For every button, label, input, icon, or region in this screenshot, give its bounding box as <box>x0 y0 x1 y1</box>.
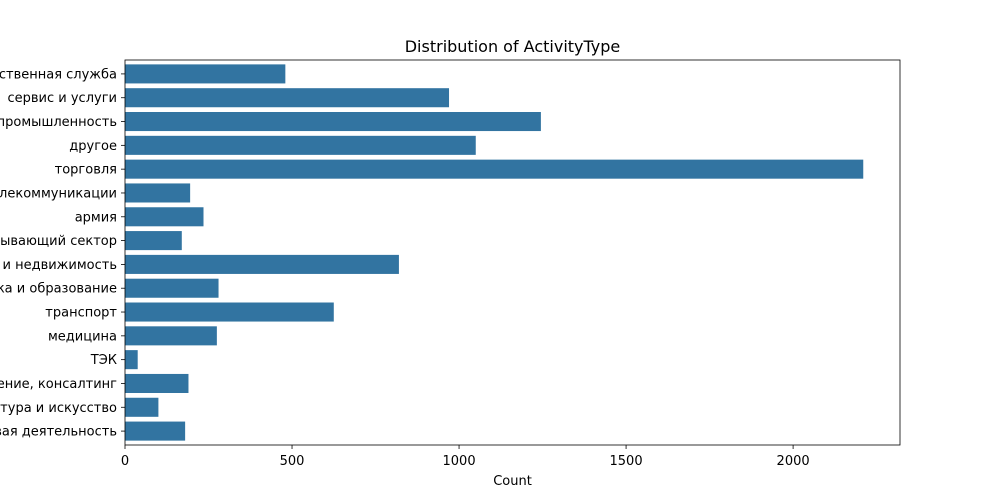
bar <box>125 135 476 155</box>
x-tick-label: 0 <box>121 454 129 469</box>
bar <box>125 88 450 108</box>
bar <box>125 397 159 417</box>
plot-frame <box>124 59 901 446</box>
category-label: ТЭК <box>90 353 117 368</box>
x-tick-label: 1000 <box>443 454 476 469</box>
bar <box>125 254 399 274</box>
bar <box>125 112 541 132</box>
bar <box>125 421 186 441</box>
category-label: управление, консалтинг <box>0 377 117 392</box>
x-tick-label: 2000 <box>777 454 810 469</box>
bars <box>125 64 864 441</box>
x-axis-label: Count <box>493 474 532 489</box>
bar <box>125 278 219 298</box>
category-label: транспорт <box>45 306 117 321</box>
bar <box>125 231 182 251</box>
category-label: финансовая деятельность <box>0 425 117 440</box>
bar <box>125 326 217 346</box>
category-label: сервис и услуги <box>8 91 118 106</box>
x-tick-label: 1500 <box>610 454 643 469</box>
category-label: IT и телекоммуникации <box>0 186 117 201</box>
category-label: культура и искусство <box>0 401 117 416</box>
bar <box>125 350 138 370</box>
category-label: другое <box>69 139 117 154</box>
category-label: наука и образование <box>0 282 117 297</box>
bar <box>125 207 204 227</box>
bar <box>125 373 189 393</box>
category-label: государственная служба <box>0 67 117 82</box>
category-label: промышленность <box>0 115 117 130</box>
category-label: медицина <box>48 329 117 344</box>
category-label: армия <box>75 210 117 225</box>
category-label: добывающий сектор <box>0 234 117 249</box>
category-label: торговля <box>55 163 117 178</box>
bar <box>125 159 864 179</box>
chart-title: Distribution of ActivityType <box>405 37 621 56</box>
x-axis-ticks: 0 500 1000 1500 2000 <box>121 445 810 469</box>
category-label: строительство и недвижимость <box>0 258 117 273</box>
bar <box>125 64 286 84</box>
x-tick-label: 500 <box>280 454 305 469</box>
bar <box>125 302 334 322</box>
category-labels: государственная служба сервис и услуги про… <box>0 67 125 440</box>
bar <box>125 183 191 203</box>
